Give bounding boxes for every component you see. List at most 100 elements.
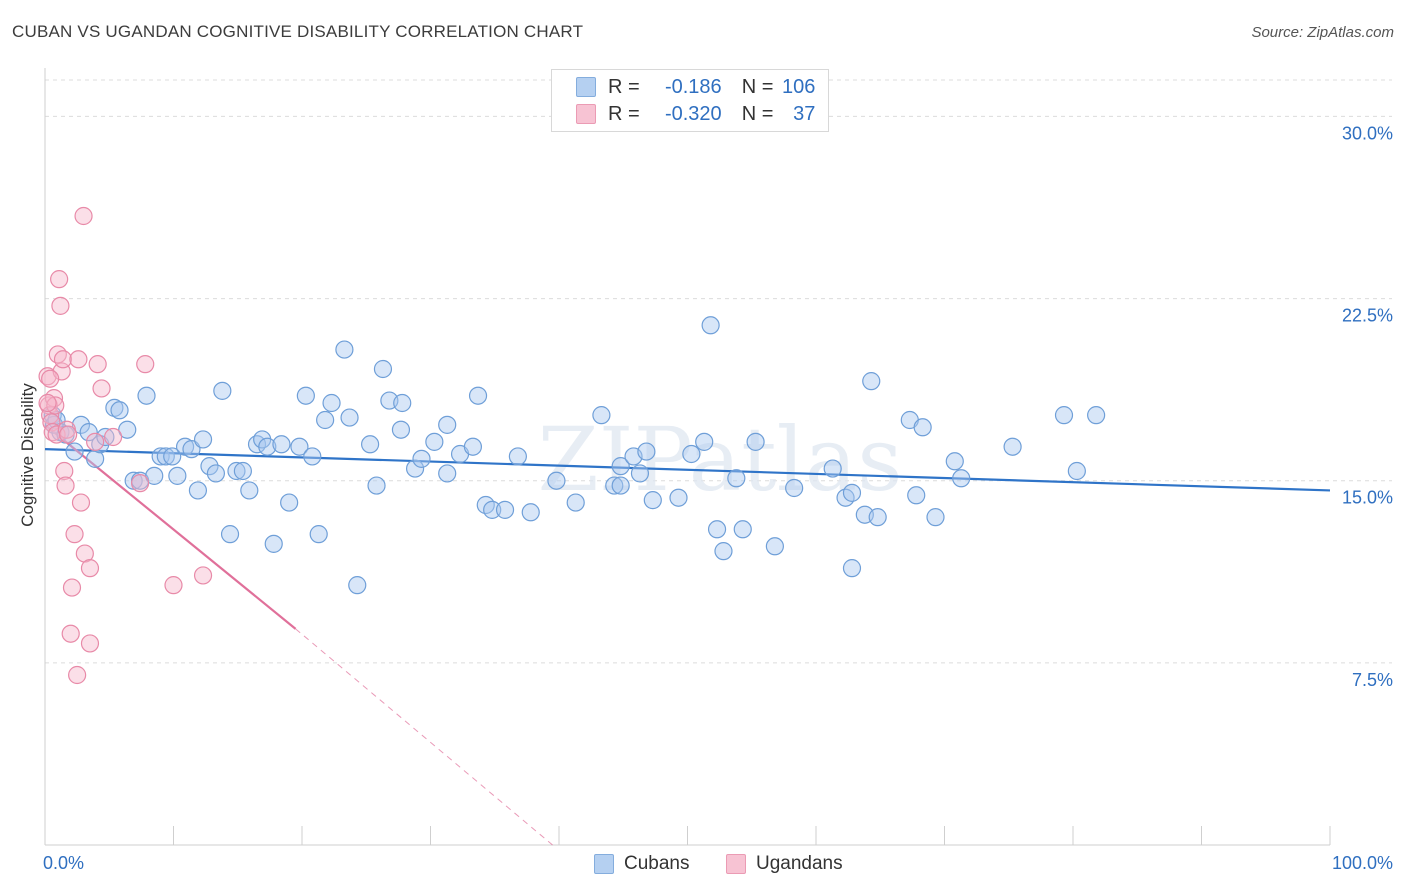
ugandan-point [136, 355, 155, 374]
cuban-point [168, 466, 187, 485]
ugandan-point [50, 270, 69, 289]
cuban-point [746, 432, 765, 451]
ugandan-point [61, 624, 80, 643]
legend-r-label: R = [608, 102, 640, 125]
cuban-point [65, 442, 84, 461]
cuban-point [438, 464, 457, 483]
y-axis-label: Cognitive Disability [18, 383, 37, 527]
cuban-point [272, 435, 291, 454]
ugandan-point [55, 461, 74, 481]
cuban-point [79, 423, 98, 442]
ugandan-point [164, 576, 183, 595]
legend-row-ugandans: R = -0.320 N = 37 [552, 101, 815, 127]
cuban-point [521, 503, 540, 522]
cuban-point [96, 427, 115, 447]
cuban-point [547, 471, 566, 490]
legend: R = -0.186 N = 106 R = -0.320 N = 37 [551, 69, 829, 132]
cuban-point [188, 481, 208, 500]
cuban-point [303, 447, 322, 466]
ugandan-point [86, 432, 105, 451]
cuban-point [785, 478, 804, 498]
cuban-point [868, 508, 887, 527]
bottom-legend-ugandans: Ugandans [726, 851, 843, 877]
cuban-point [495, 500, 515, 519]
cuban-point [316, 410, 335, 430]
ugandan-point [68, 665, 87, 685]
cuban-point [823, 459, 842, 478]
cuban-point [669, 488, 688, 507]
cuban-point [335, 340, 354, 359]
cuban-point [695, 432, 714, 451]
cuban-point [296, 386, 315, 405]
cuban-point [842, 483, 862, 502]
source-label: Source: ZipAtlas.com [1251, 24, 1394, 41]
cuban-point [361, 435, 380, 454]
ugandan-point [53, 350, 73, 369]
cuban-point [682, 444, 701, 464]
ugandan-point [65, 525, 84, 544]
trend-line-cubans [44, 448, 1331, 492]
ugandan-point [88, 355, 107, 374]
cuban-point [463, 437, 483, 456]
cuban-point [348, 576, 367, 595]
y-tick-label: 22.5% [1342, 306, 1393, 326]
cuban-point [200, 457, 219, 476]
cuban-point [156, 447, 175, 466]
tick-labels: 7.5% 15.0% 22.5% 30.0% 0.0% 100.0% [43, 123, 1393, 873]
cuban-point [611, 476, 630, 495]
bottom-legend-label-cubans: Cubans [624, 853, 690, 874]
cuban-point [952, 469, 971, 488]
cuban-point [367, 476, 386, 495]
bottom-legend-cubans: Cubans [594, 851, 690, 877]
legend-row-cubans: R = -0.186 N = 106 [552, 74, 815, 100]
y-tick-label: 7.5% [1352, 670, 1393, 690]
chart-title: CUBAN VS UGANDAN COGNITIVE DISABILITY CO… [12, 22, 584, 41]
cuban-point [1087, 406, 1106, 425]
cuban-point [714, 542, 733, 561]
cuban-point [468, 386, 488, 405]
cuban-point [592, 406, 611, 425]
cuban-point [643, 491, 662, 510]
ugandan-point [80, 559, 100, 578]
legend-r-value-cubans: -0.186 [664, 75, 722, 98]
ugandan-point [62, 578, 82, 597]
cuban-point [213, 381, 232, 400]
cuban-point [264, 534, 283, 553]
cuban-point [240, 481, 259, 500]
legend-n-label: N = [741, 75, 774, 98]
cuban-point [483, 500, 502, 519]
cuban-point [945, 452, 964, 471]
legend-n-label: N = [741, 102, 774, 125]
cuban-point [425, 432, 444, 451]
cuban-point [145, 466, 164, 485]
cuban-point [566, 493, 585, 512]
cuban-point [630, 464, 650, 483]
cuban-point [340, 408, 359, 427]
legend-r-value-ugandans: -0.320 [664, 102, 722, 125]
y-tick-label: 30.0% [1342, 123, 1393, 143]
x-tick-label-min: 0.0% [43, 853, 84, 873]
legend-n-value-ugandans: 37 [793, 102, 816, 125]
ugandan-point [38, 393, 57, 413]
ugandan-point [193, 566, 213, 585]
cuban-point [193, 430, 213, 449]
ugandan-point [56, 476, 75, 495]
ugandan-point [74, 206, 93, 226]
cuban-point [1054, 406, 1074, 425]
cuban-point [118, 420, 137, 439]
cuban-point [391, 420, 411, 439]
grid-lines [45, 79, 1392, 664]
axes [44, 68, 1331, 846]
cuban-point [137, 386, 156, 405]
x-tick-label-max: 100.0% [1332, 853, 1393, 873]
cuban-point [707, 520, 727, 539]
legend-r-label: R = [608, 75, 640, 98]
cuban-point [71, 415, 91, 434]
cuban-point [220, 525, 240, 544]
watermark: ZIPatlas [538, 408, 903, 511]
cuban-point [727, 469, 746, 488]
ugandan-point [59, 425, 78, 444]
cuban-point [322, 393, 341, 413]
cuban-point [182, 440, 201, 459]
